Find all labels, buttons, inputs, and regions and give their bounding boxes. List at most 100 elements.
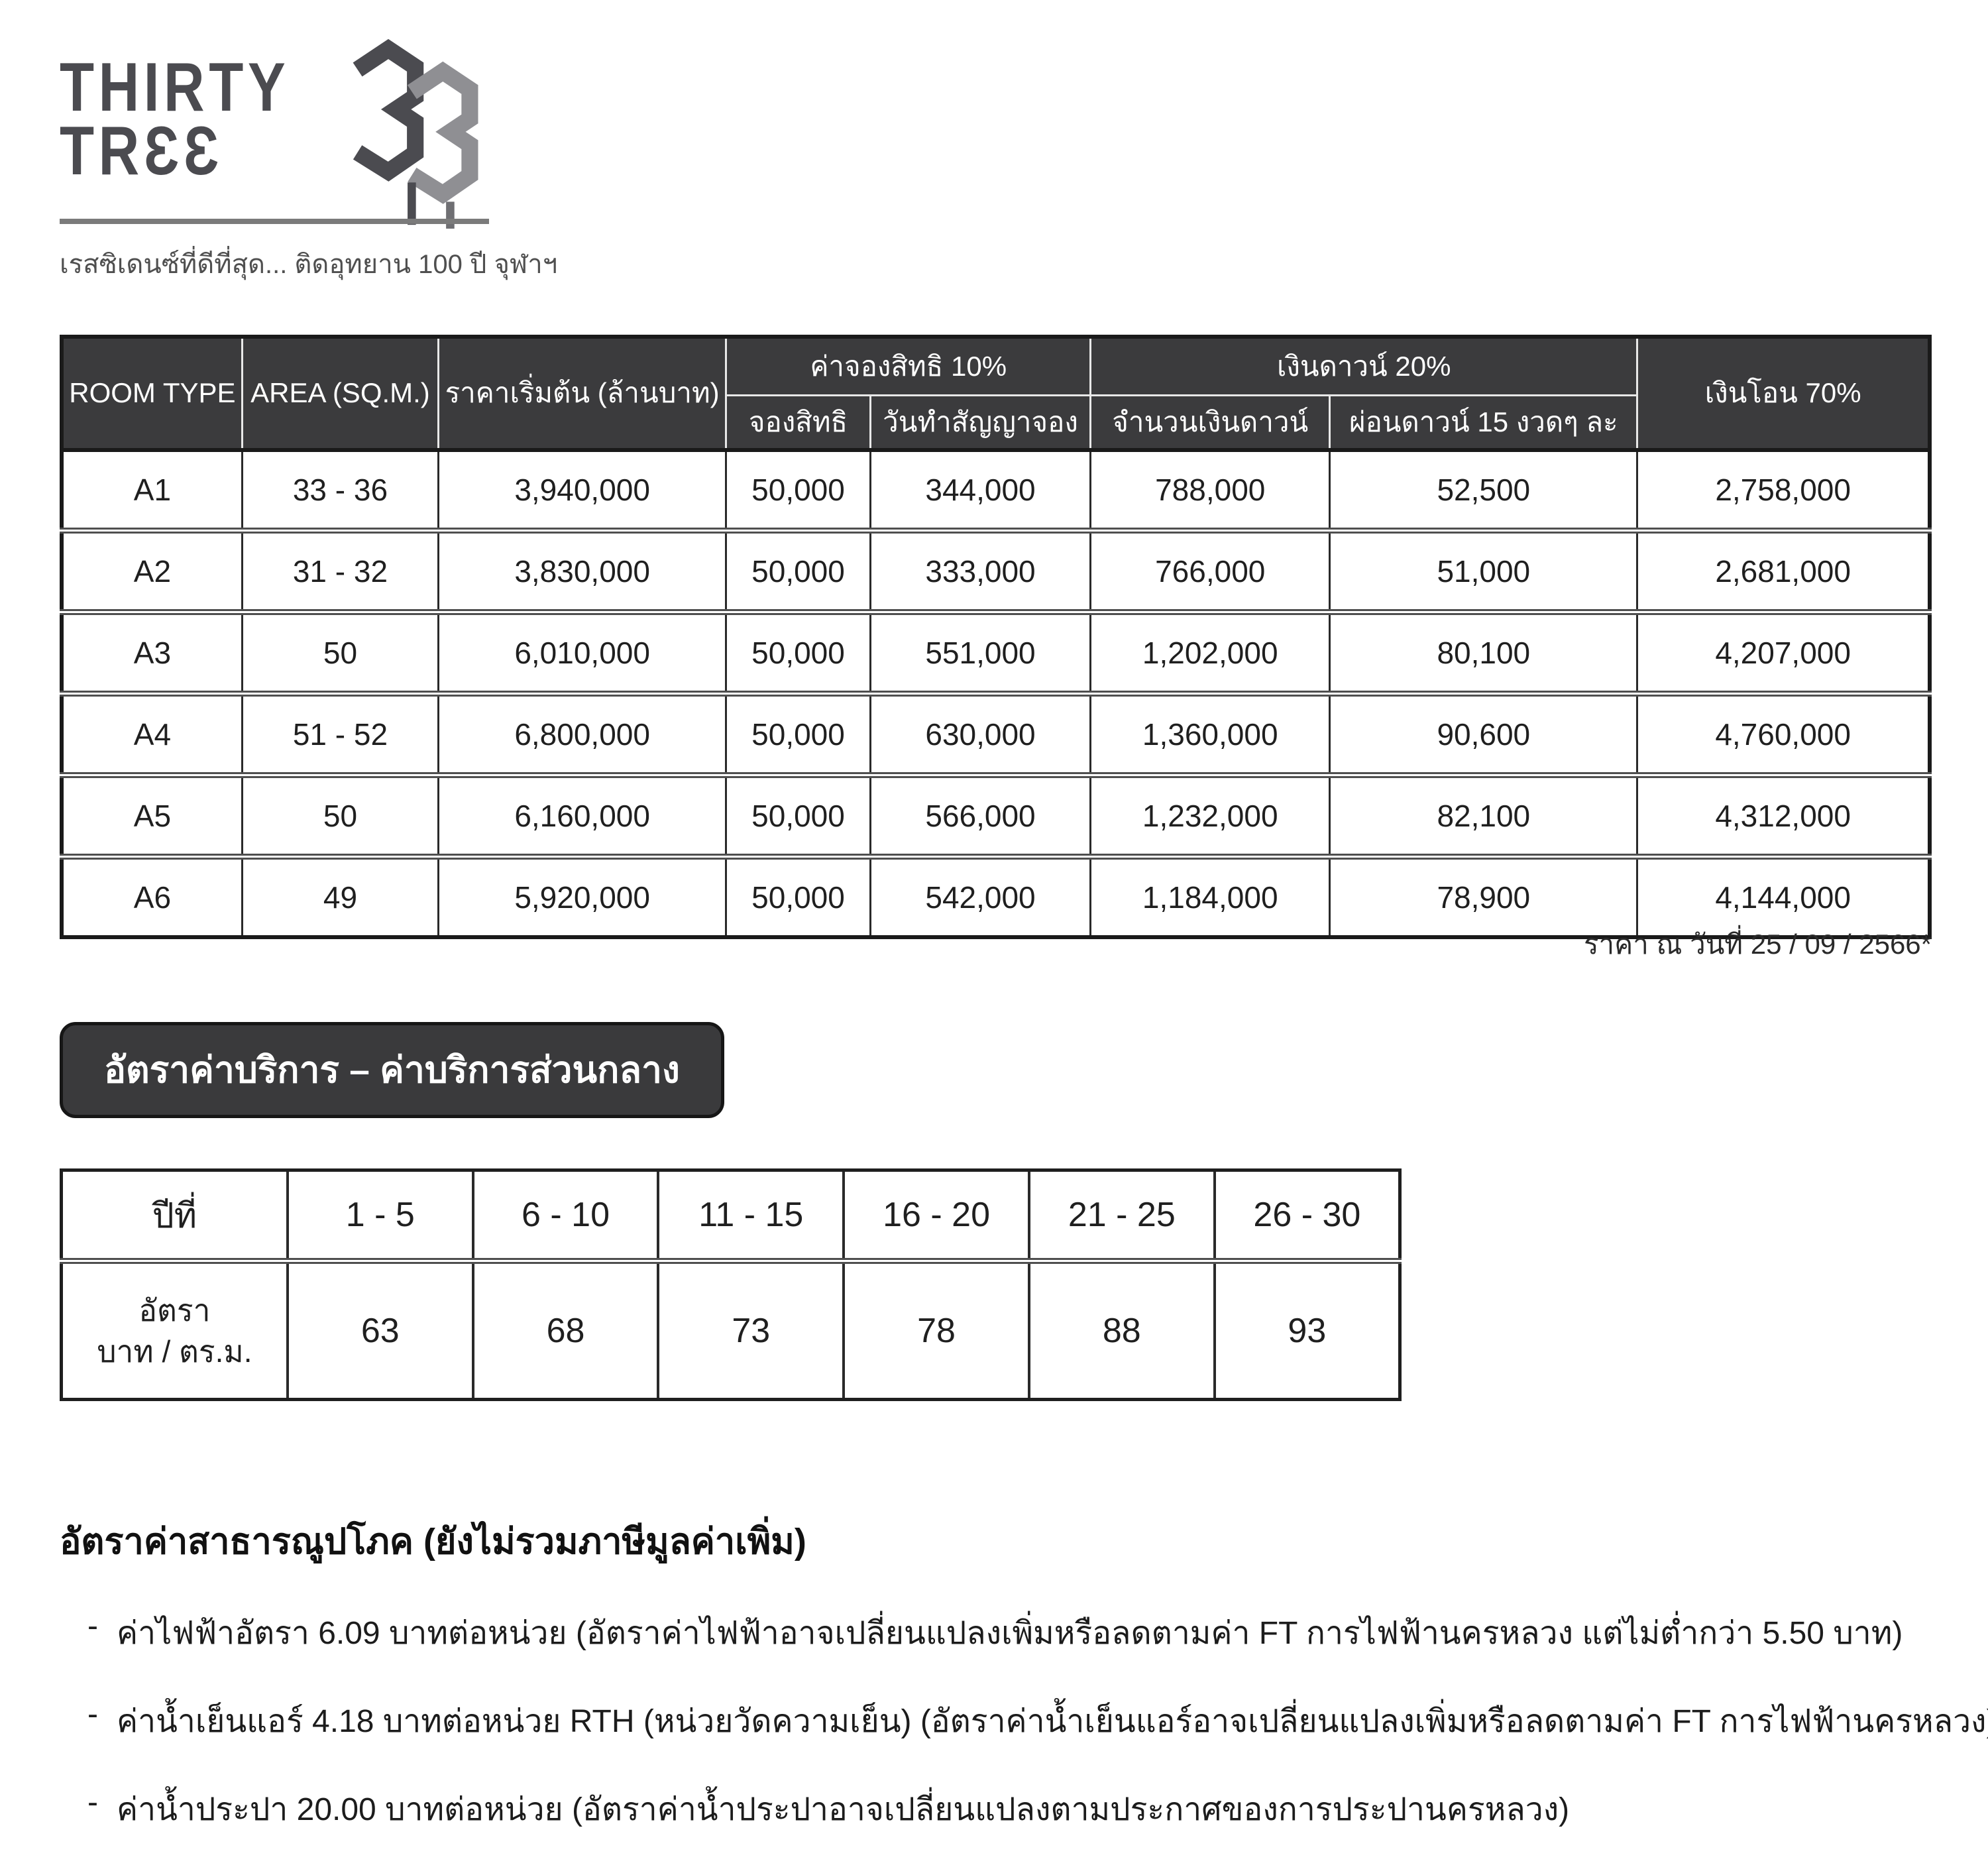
table-cell: 4,760,000 <box>1636 693 1931 778</box>
table-cell: 82,100 <box>1329 775 1639 860</box>
service-fee-table: ปีที่ 1 - 5 6 - 10 11 - 15 16 - 20 21 - … <box>60 1168 1402 1401</box>
table-row: อัตรา บาท / ตร.ม. 63 68 73 78 88 93 <box>60 1259 1402 1401</box>
table-cell: 52,500 <box>1329 449 1639 534</box>
table-cell: 1,360,000 <box>1089 693 1331 778</box>
table-cell: 16 - 20 <box>842 1168 1030 1264</box>
list-item: - ค่าไฟฟ้าอัตรา 6.09 บาทต่อหน่วย (อัตราค… <box>60 1608 1968 1658</box>
table-cell: 542,000 <box>869 856 1092 937</box>
header-booking-group: ค่าจองสิทธิ 10% <box>725 335 1092 396</box>
table-cell: 6 - 10 <box>471 1168 660 1264</box>
table-cell: 3,830,000 <box>437 530 728 615</box>
table-cell: 90,600 <box>1329 693 1639 778</box>
table-row: A4 51 - 52 6,800,000 50,000 630,000 1,36… <box>60 693 1931 778</box>
table-cell: 31 - 32 <box>241 530 440 615</box>
table-cell: 1,202,000 <box>1089 612 1331 697</box>
table-cell: 5,920,000 <box>437 856 728 937</box>
table-row: A2 31 - 32 3,830,000 50,000 333,000 766,… <box>60 530 1931 615</box>
utility-item-text: ค่าไฟฟ้าอัตรา 6.09 บาทต่อหน่วย (อัตราค่า… <box>117 1616 1903 1651</box>
table-cell: 88 <box>1027 1259 1216 1401</box>
table-cell: 50,000 <box>725 449 871 534</box>
table-cell: A5 <box>60 775 243 860</box>
table-cell: 73 <box>657 1259 846 1401</box>
price-date-footnote: ราคา ณ วันที่ 25 / 09 / 2566* <box>1584 929 1932 960</box>
table-cell: 50 <box>241 775 440 860</box>
header-area: AREA (SQ.M.) <box>241 335 440 451</box>
utility-item-text: ค่าน้ำประปา 20.00 บาทต่อหน่วย (อัตราค่าน… <box>117 1792 1570 1827</box>
table-row: A6 49 5,920,000 50,000 542,000 1,184,000… <box>60 856 1931 937</box>
table-cell: 50,000 <box>725 856 871 937</box>
table-cell: 6,160,000 <box>437 775 728 860</box>
dash-bullet: - <box>87 1697 98 1732</box>
table-cell: 51 - 52 <box>241 693 440 778</box>
utility-item-text: ค่าน้ำเย็นแอร์ 4.18 บาทต่อหน่วย RTH (หน่… <box>117 1704 1988 1739</box>
header-contract-date: วันทำสัญญาจอง <box>869 394 1092 451</box>
table-cell: A1 <box>60 449 243 534</box>
header-row-group: ROOM TYPE AREA (SQ.M.) ราคาเริ่มต้น (ล้า… <box>60 335 1931 451</box>
table-cell: 1,184,000 <box>1089 856 1331 937</box>
table-cell: 4,312,000 <box>1636 775 1931 860</box>
logo-tagline: เรสซิเดนซ์ที่ดีที่สุด... ติดอุทยาน 100 ป… <box>60 250 558 279</box>
table-cell: 93 <box>1213 1259 1402 1401</box>
table-cell: 788,000 <box>1089 449 1331 534</box>
table-cell: 551,000 <box>869 612 1092 697</box>
table-cell: 63 <box>286 1259 474 1401</box>
dash-bullet: - <box>87 1609 98 1644</box>
dash-bullet: - <box>87 1785 98 1820</box>
logo-divider <box>60 219 489 224</box>
rate-label-cell: อัตรา บาท / ตร.ม. <box>60 1259 289 1401</box>
table-row: A5 50 6,160,000 50,000 566,000 1,232,000… <box>60 775 1931 860</box>
price-table-section: ROOM TYPE AREA (SQ.M.) ราคาเริ่มต้น (ล้า… <box>60 335 1932 939</box>
logo-line2: TRƐƐ <box>60 112 223 190</box>
header-down-amount: จำนวนเงินดาวน์ <box>1089 394 1331 451</box>
table-cell: 50,000 <box>725 775 871 860</box>
table-row: A1 33 - 36 3,940,000 50,000 344,000 788,… <box>60 449 1931 534</box>
header-booking: จองสิทธิ <box>725 394 871 451</box>
list-item: - ค่าน้ำเย็นแอร์ 4.18 บาทต่อหน่วย RTH (ห… <box>60 1696 1988 1746</box>
table-cell: 50,000 <box>725 612 871 697</box>
table-cell: 1 - 5 <box>286 1168 474 1264</box>
table-cell: 80,100 <box>1329 612 1639 697</box>
table-cell: 11 - 15 <box>657 1168 846 1264</box>
header-down-group: เงินดาวน์ 20% <box>1089 335 1639 396</box>
table-cell: 2,758,000 <box>1636 449 1931 534</box>
header-start-price: ราคาเริ่มต้น (ล้านบาท) <box>437 335 728 451</box>
table-cell: 766,000 <box>1089 530 1331 615</box>
table-cell: 50,000 <box>725 693 871 778</box>
logo-33-icon <box>353 38 478 229</box>
table-cell: A2 <box>60 530 243 615</box>
table-cell: A6 <box>60 856 243 937</box>
table-cell: 4,144,000 <box>1636 856 1931 937</box>
table-cell: 50,000 <box>725 530 871 615</box>
table-row: A3 50 6,010,000 50,000 551,000 1,202,000… <box>60 612 1931 697</box>
header-room-type: ROOM TYPE <box>60 335 243 451</box>
table-cell: A3 <box>60 612 243 697</box>
service-table-section: ปีที่ 1 - 5 6 - 10 11 - 15 16 - 20 21 - … <box>60 1168 1402 1401</box>
table-cell: 2,681,000 <box>1636 530 1931 615</box>
header-transfer: เงินโอน 70% <box>1636 335 1931 451</box>
utilities-list: - ค่าไฟฟ้าอัตรา 6.09 บาทต่อหน่วย (อัตราค… <box>60 1608 1988 1873</box>
table-cell: 3,940,000 <box>437 449 728 534</box>
header-down-installment: ผ่อนดาวน์ 15 งวดๆ ละ <box>1329 394 1639 451</box>
table-cell: 6,010,000 <box>437 612 728 697</box>
list-item: - ค่าน้ำประปา 20.00 บาทต่อหน่วย (อัตราค่… <box>60 1784 1968 1835</box>
table-cell: 4,207,000 <box>1636 612 1931 697</box>
logo-line1: THIRTY <box>60 49 290 126</box>
table-cell: 49 <box>241 856 440 937</box>
table-cell: 1,232,000 <box>1089 775 1331 860</box>
rate-label-line2: บาท / ตร.ม. <box>97 1334 252 1369</box>
table-cell: 26 - 30 <box>1213 1168 1402 1264</box>
table-cell: 344,000 <box>869 449 1092 534</box>
table-row: ปีที่ 1 - 5 6 - 10 11 - 15 16 - 20 21 - … <box>60 1168 1402 1264</box>
year-label-cell: ปีที่ <box>60 1168 289 1264</box>
logo-wordmark: THIRTY TRƐƐ <box>60 53 290 186</box>
table-cell: 50 <box>241 612 440 697</box>
price-table: ROOM TYPE AREA (SQ.M.) ราคาเริ่มต้น (ล้า… <box>60 335 1932 939</box>
table-cell: A4 <box>60 693 243 778</box>
table-cell: 68 <box>471 1259 660 1401</box>
table-cell: 21 - 25 <box>1027 1168 1216 1264</box>
table-cell: 6,800,000 <box>437 693 728 778</box>
utilities-heading: อัตราค่าสาธารณูปโภค (ยังไม่รวมภาษีมูลค่า… <box>60 1522 806 1561</box>
table-cell: 78,900 <box>1329 856 1639 937</box>
utilities-section: อัตราค่าสาธารณูปโภค (ยังไม่รวมภาษีมูลค่า… <box>60 1512 1988 1873</box>
